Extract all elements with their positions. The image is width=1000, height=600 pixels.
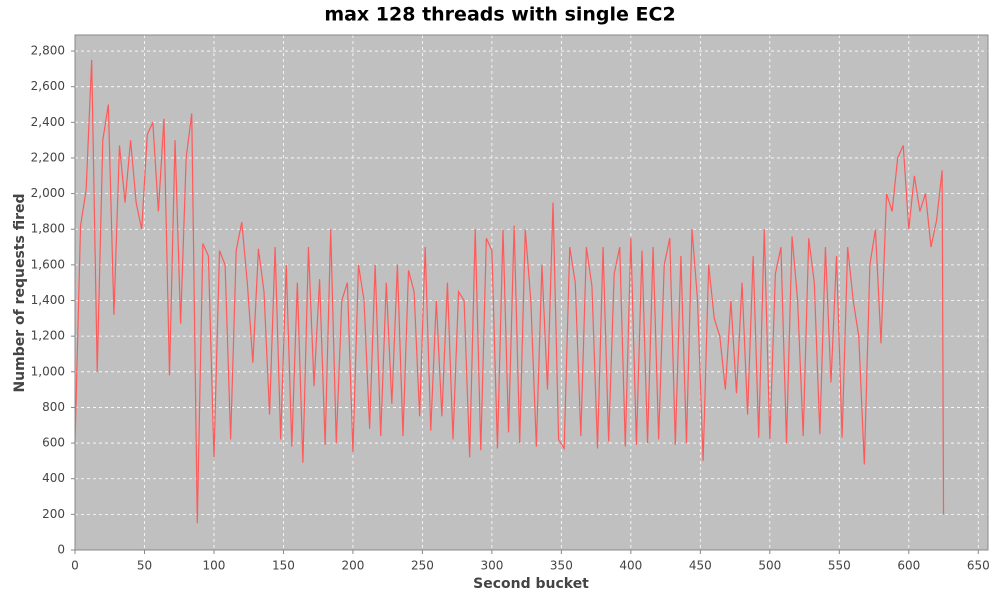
x-tick-label: 450	[689, 559, 712, 573]
y-tick-label: 1,400	[31, 293, 65, 307]
plot-area	[75, 35, 988, 550]
x-tick-label: 500	[758, 559, 781, 573]
y-tick-label: 2,800	[31, 44, 65, 58]
x-tick-label: 150	[272, 559, 295, 573]
x-tick-label: 200	[341, 559, 364, 573]
chart-title: max 128 threads with single EC2	[324, 4, 675, 26]
x-tick-label: 350	[550, 559, 573, 573]
x-tick-label: 600	[897, 559, 920, 573]
y-tick-label: 400	[42, 471, 65, 485]
y-tick-label: 1,200	[31, 329, 65, 343]
y-tick-label: 0	[57, 543, 65, 557]
y-tick-label: 1,000	[31, 364, 65, 378]
x-axis-label: Second bucket	[473, 576, 589, 592]
x-tick-label: 50	[137, 559, 152, 573]
x-tick-label: 100	[203, 559, 226, 573]
x-tick-label: 400	[619, 559, 642, 573]
x-tick-label: 300	[480, 559, 503, 573]
plot-border	[74, 34, 989, 551]
y-tick-label: 200	[42, 507, 65, 521]
x-tick-label: 0	[71, 559, 79, 573]
y-tick-label: 1,600	[31, 257, 65, 271]
y-tick-label: 2,200	[31, 150, 65, 164]
y-tick-label: 2,600	[31, 79, 65, 93]
x-tick-label: 650	[967, 559, 990, 573]
y-tick-label: 1,800	[31, 222, 65, 236]
data-line	[74, 59, 945, 524]
y-tick-label: 800	[42, 400, 65, 414]
y-tick-label: 600	[42, 436, 65, 450]
y-axis-label: Number of requests fired	[12, 193, 28, 392]
y-tick-label: 2,000	[31, 186, 65, 200]
y-tick-label: 2,400	[31, 115, 65, 129]
x-tick-label: 250	[411, 559, 434, 573]
x-tick-label: 550	[828, 559, 851, 573]
